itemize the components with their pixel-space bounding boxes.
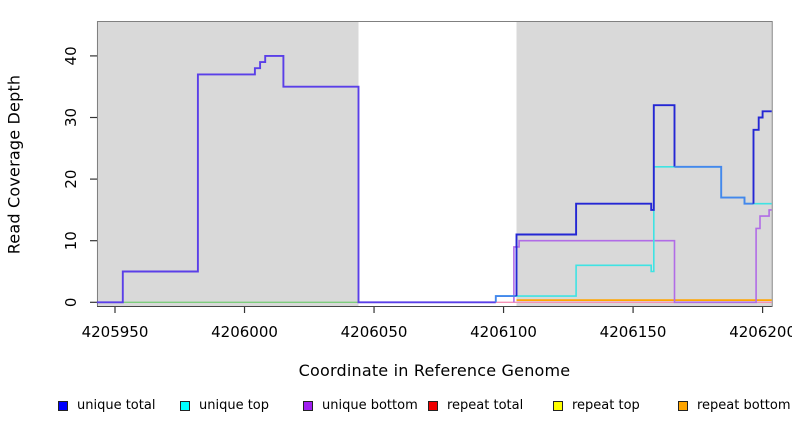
legend-marker-icon <box>180 401 190 411</box>
series-unique-total-left-blend <box>96 54 496 304</box>
legend-marker-icon <box>678 401 688 411</box>
legend-marker-icon <box>58 401 68 411</box>
legend-label: unique bottom <box>322 398 418 413</box>
y-tick-label: 0 <box>62 298 80 308</box>
series-unique-total-over-top-2 <box>674 165 754 205</box>
y-axis-title: Read Coverage Depth <box>4 74 24 255</box>
y-tick-label: 30 <box>62 108 80 127</box>
legend-label: unique top <box>199 398 270 413</box>
series-unique-total-right <box>752 110 772 204</box>
series-unique-total-mid <box>515 104 676 297</box>
legend-label: repeat bottom <box>697 398 791 413</box>
legend-label: repeat top <box>572 398 640 413</box>
series-unique-total-over-top-1 <box>494 295 517 303</box>
x-tick-label: 4206150 <box>600 323 667 341</box>
y-tick-label: 40 <box>62 46 80 65</box>
x-axis-title: Coordinate in Reference Genome <box>298 361 571 380</box>
y-tick-label: 10 <box>62 231 80 250</box>
legend-label: unique total <box>77 398 156 413</box>
x-tick-label: 4206050 <box>341 323 408 341</box>
legend: unique total unique top unique bottom repea… <box>0 398 792 420</box>
x-tick-label: 4206200 <box>729 323 792 341</box>
legend-marker-icon <box>553 401 563 411</box>
legend-label: repeat total <box>447 398 524 413</box>
background-band <box>516 21 772 306</box>
legend-marker-icon <box>303 401 313 411</box>
x-tick-label: 4206000 <box>211 323 278 341</box>
background-band <box>96 21 359 306</box>
x-tick-label: 4206100 <box>470 323 537 341</box>
series-unique-bottom-line <box>513 209 772 304</box>
legend-marker-icon <box>428 401 438 411</box>
x-tick-label: 4205950 <box>82 323 149 341</box>
y-tick-label: 20 <box>62 170 80 189</box>
